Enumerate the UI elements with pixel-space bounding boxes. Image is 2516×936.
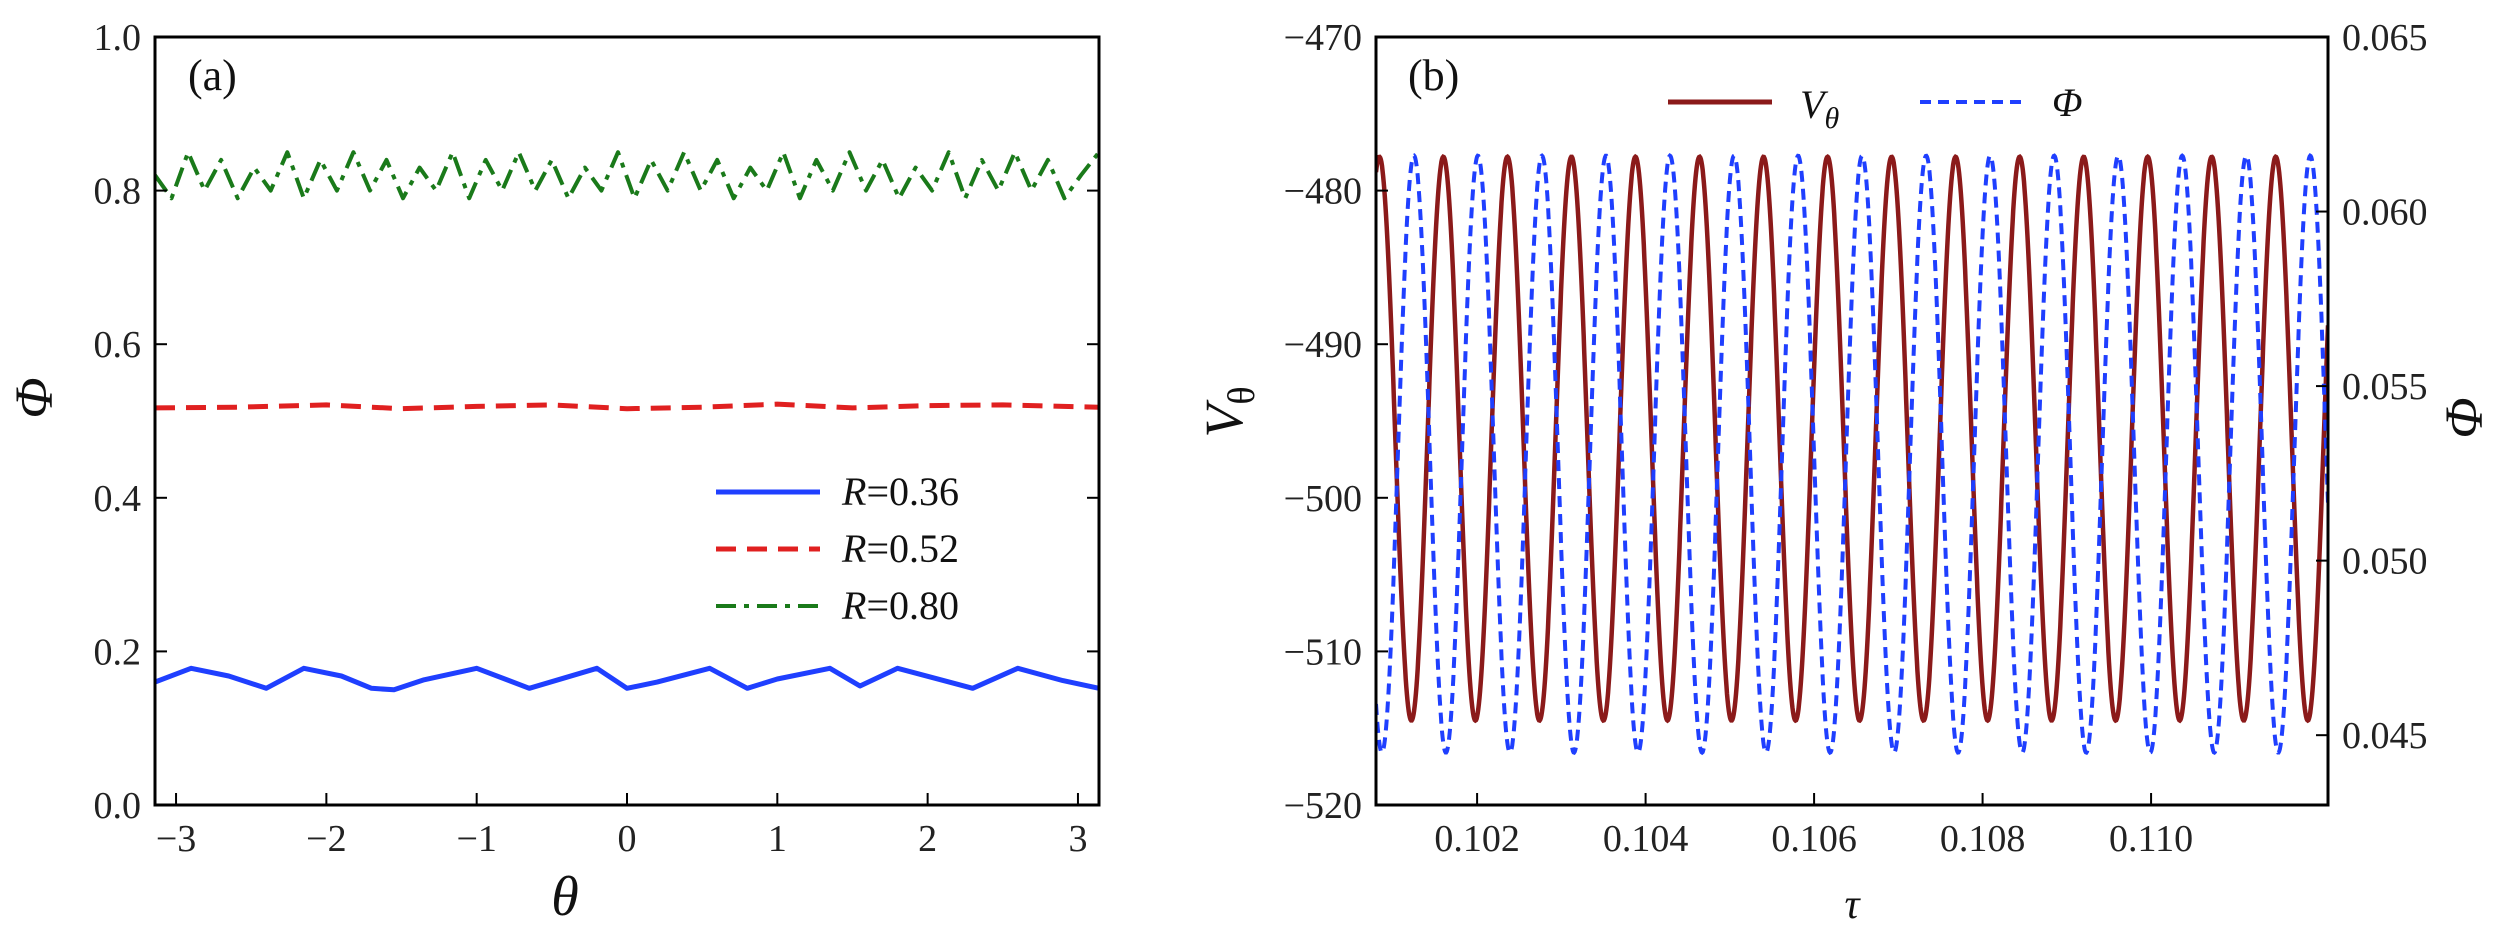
legend-label-vtheta: Vθ	[1800, 82, 1839, 135]
panel-b-left-y-axis-label: Vθ	[1194, 386, 1263, 437]
panel-b-series-line-1	[1376, 153, 2328, 756]
svg-text:Vθ: Vθ	[1194, 386, 1263, 437]
panel-b-series-layer	[1376, 153, 2328, 756]
panel-b-ticks: 0.102 0.104 0.106 0.108 0.110 −520 −510 −500 −49…	[1284, 17, 2428, 860]
legend-label-r080: R=0.80	[841, 583, 959, 628]
panel-b-right-y-tick-label: 0.060	[2342, 192, 2428, 234]
panel-a-y-tick-label: 0.8	[94, 171, 142, 213]
panel-b-x-tick-label: 0.108	[1940, 818, 2026, 860]
panel-a-series-line-0	[155, 665, 1099, 693]
panel-b-right-y-tick-label: 0.065	[2342, 17, 2428, 59]
panel-a-y-axis-label: Φ	[4, 377, 64, 418]
panel-b-right-y-tick-label: 0.050	[2342, 541, 2428, 583]
panel-b-label: (b)	[1408, 51, 1459, 100]
panel-b: 0.102 0.104 0.106 0.108 0.110 −520 −510 −500 −49…	[1194, 17, 2494, 928]
panel-b-series-line-0	[1376, 153, 2328, 724]
panel-b-left-y-tick-label: −500	[1284, 478, 1362, 520]
panel-a: −3 −2 −1 0 1 2 3 0.0 0.2 0.4 0.6 0.8 1.0 (a) θ Φ R=0…	[4, 17, 1101, 928]
panel-a-series-line-1	[155, 401, 1099, 412]
panel-a-x-tick-label: −1	[456, 818, 496, 860]
legend-label-r036: R=0.36	[841, 469, 959, 514]
panel-a-legend: R=0.36 R=0.52 R=0.80	[716, 469, 959, 628]
panel-a-ticks: −3 −2 −1 0 1 2 3 0.0 0.2 0.4 0.6 0.8 1.0	[94, 17, 1099, 860]
panel-a-x-tick-label: 3	[1068, 818, 1087, 860]
panel-a-series-layer	[155, 150, 1099, 693]
panel-a-x-axis-label: θ	[551, 866, 579, 928]
panel-b-x-tick-label: 0.102	[1434, 818, 1520, 860]
panel-b-legend: Vθ Φ	[1668, 80, 2082, 135]
panel-b-x-tick-label: 0.106	[1771, 818, 1857, 860]
panel-a-x-tick-label: 2	[918, 818, 937, 860]
legend-label-r052: R=0.52	[841, 526, 959, 571]
panel-b-x-tick-label: 0.110	[2109, 818, 2193, 860]
vtheta-v: V	[1194, 399, 1254, 438]
vtheta-sub: θ	[1221, 386, 1263, 404]
legend-label-phi: Φ	[2052, 80, 2082, 125]
panel-b-x-tick-label: 0.104	[1603, 818, 1689, 860]
panel-a-label: (a)	[188, 51, 237, 100]
panel-a-series-line-2	[155, 150, 1099, 201]
panel-b-left-y-tick-label: −480	[1284, 171, 1362, 213]
panel-b-left-y-tick-label: −490	[1284, 324, 1362, 366]
panel-b-frame	[1374, 35, 2330, 807]
panel-b-right-y-axis-label: Φ	[2434, 397, 2494, 438]
panel-a-y-tick-label: 0.6	[94, 324, 142, 366]
panel-a-x-tick-label: 1	[768, 818, 787, 860]
panel-a-y-tick-label: 0.0	[94, 785, 142, 827]
panel-a-x-tick-label: −2	[306, 818, 346, 860]
panel-b-x-axis-label: τ	[1844, 882, 1861, 928]
panel-a-x-tick-label: −3	[156, 818, 196, 860]
panel-b-left-y-tick-label: −470	[1284, 17, 1362, 59]
panel-b-right-y-tick-label: 0.055	[2342, 366, 2428, 408]
panel-a-y-tick-label: 0.4	[94, 478, 142, 520]
panel-b-left-y-tick-label: −520	[1284, 785, 1362, 827]
panel-a-x-tick-label: 0	[618, 818, 637, 860]
panel-a-y-tick-label: 0.2	[94, 631, 142, 673]
panel-a-y-tick-label: 1.0	[94, 17, 142, 59]
panel-b-right-y-tick-label: 0.045	[2342, 715, 2428, 757]
panel-b-left-y-tick-label: −510	[1284, 631, 1362, 673]
